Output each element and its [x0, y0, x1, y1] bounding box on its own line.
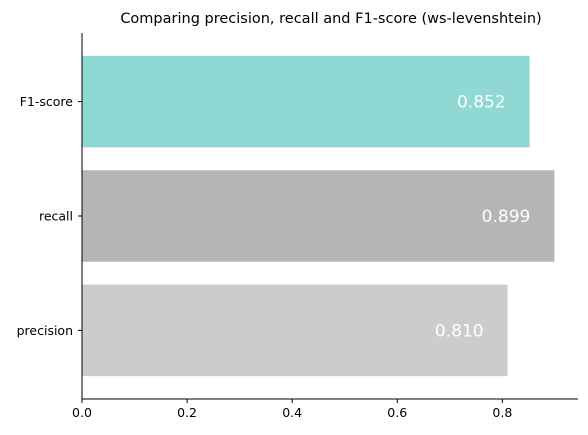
bars-group: [82, 55, 555, 377]
y-tick-label-f1-score: F1-score: [20, 94, 74, 109]
x-tick-label: 0.6: [387, 405, 407, 420]
x-tick-label: 0.4: [282, 405, 302, 420]
x-tick-label: 0.0: [72, 405, 92, 420]
bar-f1-score: [82, 55, 530, 148]
data-label-precision: 0.810: [435, 321, 484, 341]
x-axis: 0.0 0.2 0.4 0.6 0.8: [72, 398, 578, 420]
x-tick-label: 0.8: [492, 405, 512, 420]
x-tick-label: 0.2: [177, 405, 197, 420]
y-tick-label-recall: recall: [39, 209, 73, 224]
chart-title: Comparing precision, recall and F1-score…: [120, 11, 541, 27]
bar-precision: [82, 284, 508, 377]
bar-recall: [82, 170, 555, 262]
y-tick-label-precision: precision: [17, 323, 73, 338]
data-label-recall: 0.899: [482, 207, 531, 227]
data-labels-group: 0.810 0.899 0.852: [435, 93, 530, 342]
y-axis: precision recall F1-score: [17, 33, 83, 399]
data-label-f1-score: 0.852: [457, 93, 506, 113]
